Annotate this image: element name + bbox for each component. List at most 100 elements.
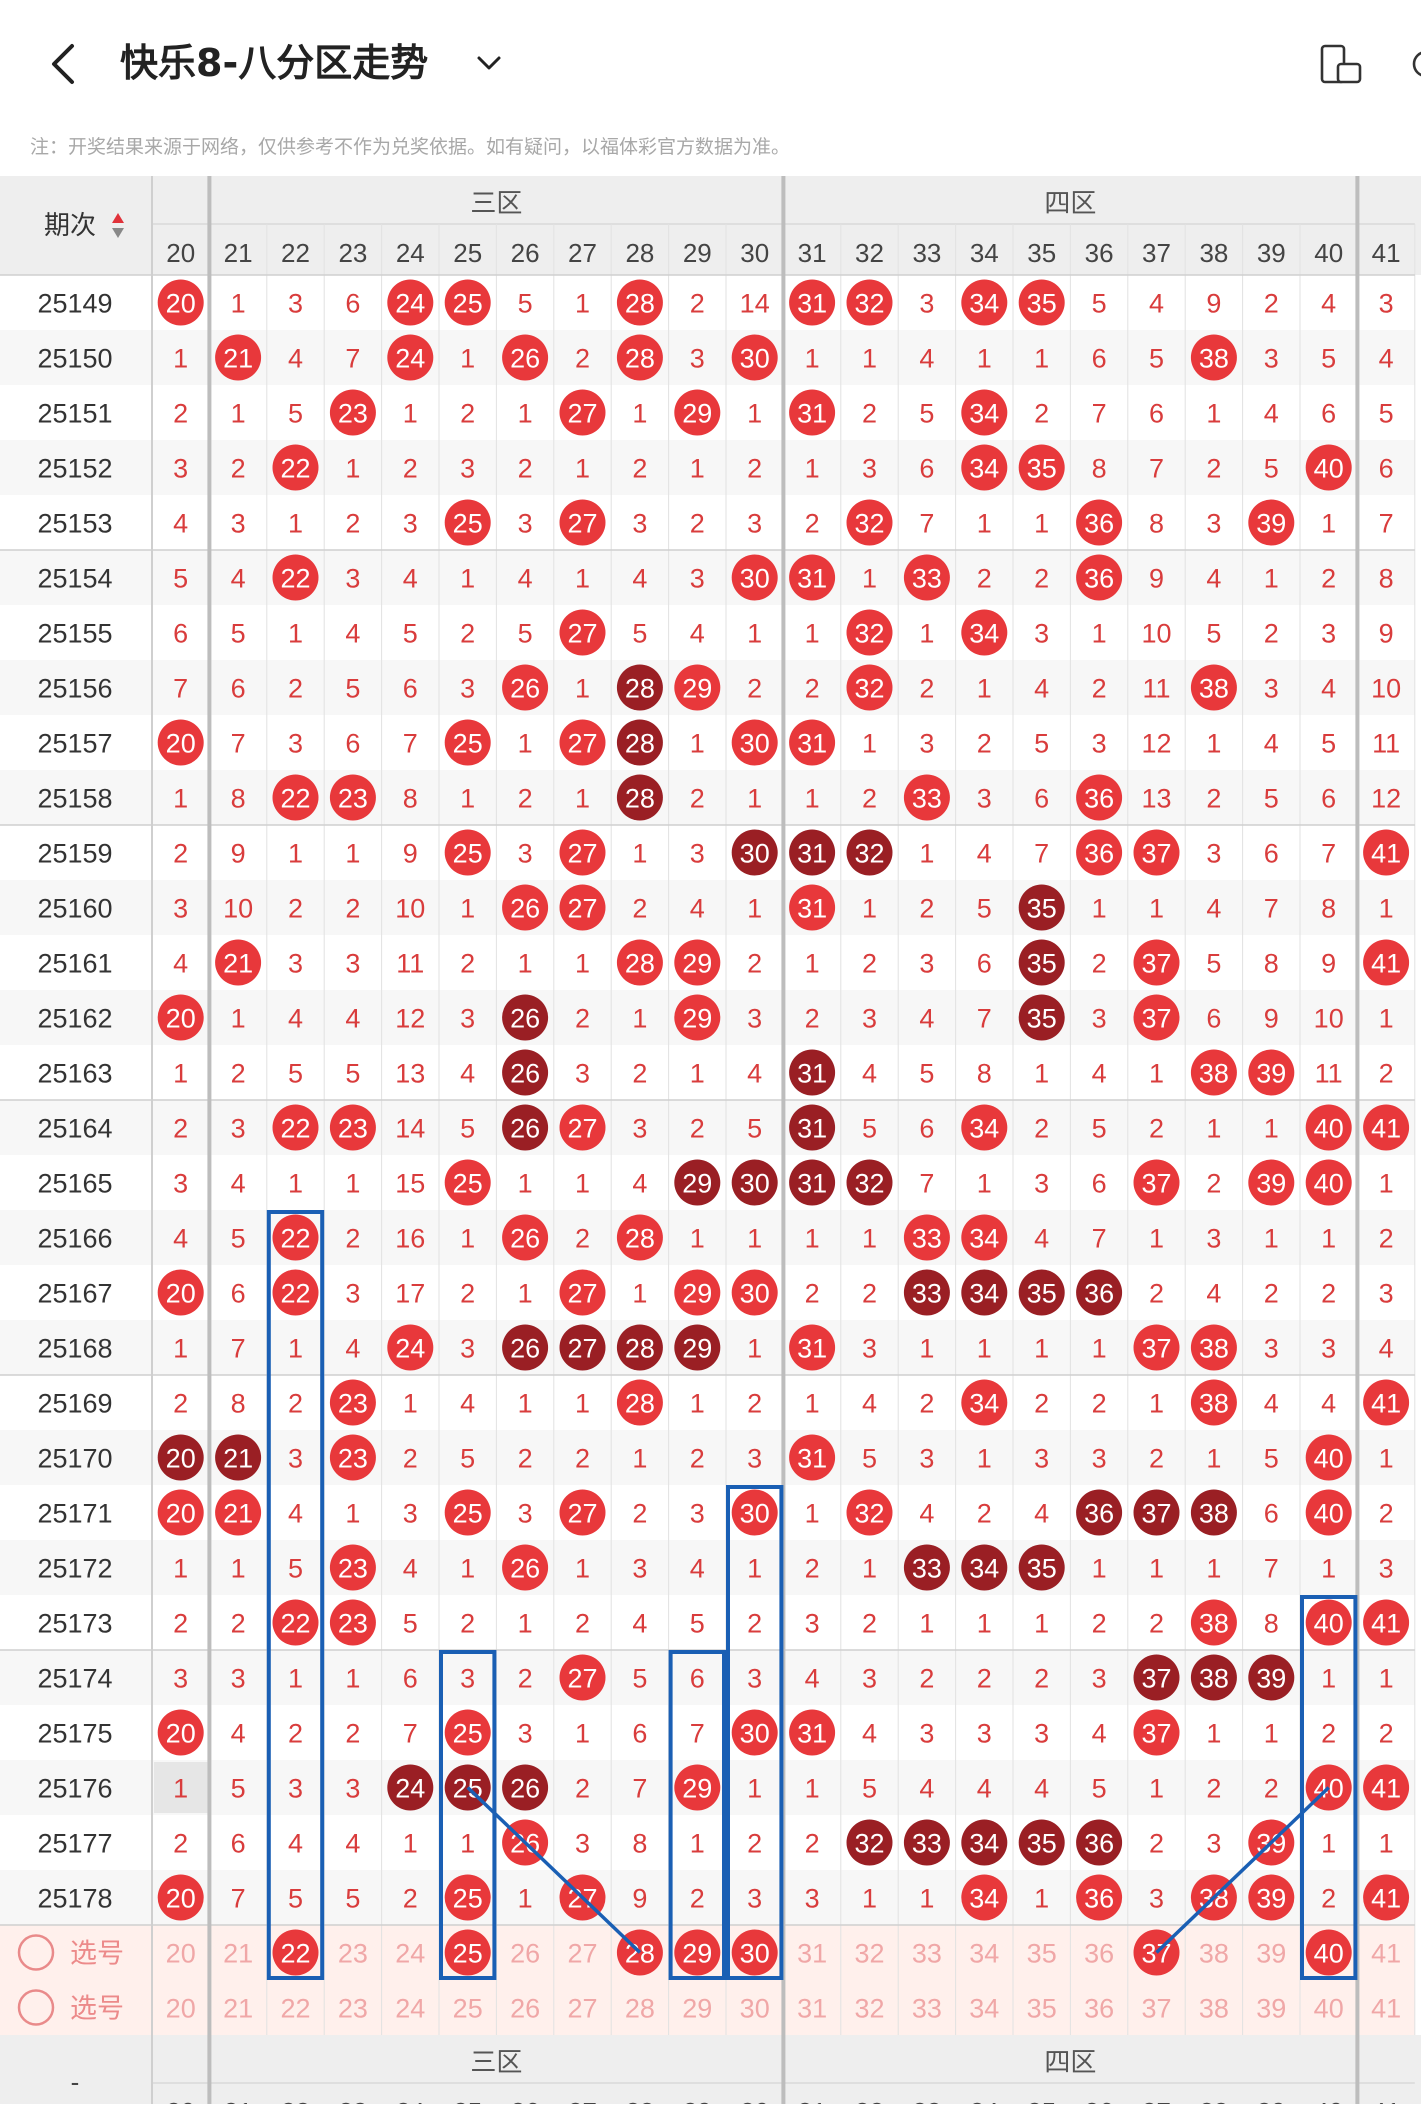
drawn-ball <box>1133 1489 1180 1536</box>
drawn-ball <box>1248 1049 1295 1096</box>
pick-radio[interactable] <box>17 1989 55 2026</box>
pick-number[interactable]: 20 <box>166 1994 196 2024</box>
pick-number[interactable]: 32 <box>854 1994 884 2024</box>
pick-number[interactable]: 21 <box>223 1994 253 2024</box>
pick-number[interactable]: 39 <box>1256 1994 1286 2024</box>
drawn-ball-number: 38 <box>1199 1389 1229 1419</box>
miss-count: 6 <box>231 674 246 704</box>
miss-count: 1 <box>977 1609 992 1639</box>
miss-count: 3 <box>632 1554 647 1584</box>
selected-ball[interactable] <box>272 1929 319 1976</box>
row-stripe <box>0 880 1415 935</box>
pick-radio[interactable] <box>17 1934 55 1971</box>
pick-number[interactable]: 32 <box>854 1939 884 1969</box>
pick-number[interactable]: 33 <box>912 1994 942 2024</box>
selected-ball[interactable] <box>731 1929 778 1976</box>
page-title[interactable]: 快乐8-八分区走势 <box>120 41 429 85</box>
drawn-ball <box>1018 1269 1065 1316</box>
miss-count: 4 <box>862 1059 877 1089</box>
pick-row-label[interactable]: 选号 <box>70 1994 124 2024</box>
miss-count: 1 <box>805 454 820 484</box>
miss-count: 2 <box>1149 1279 1164 1309</box>
miss-count: 2 <box>173 1114 188 1144</box>
pick-number[interactable]: 27 <box>567 1939 597 1969</box>
pick-number[interactable]: 23 <box>338 1994 368 2024</box>
pick-number[interactable]: 35 <box>1027 1994 1057 2024</box>
pick-number[interactable]: 38 <box>1199 1994 1229 2024</box>
rotate-screen-icon[interactable] <box>1318 44 1364 84</box>
pick-number[interactable]: 27 <box>567 1994 597 2024</box>
selected-ball[interactable] <box>1305 1929 1352 1976</box>
pick-number[interactable]: 34 <box>969 1939 999 1969</box>
miss-count: 1 <box>345 1664 360 1694</box>
miss-count: 3 <box>173 454 188 484</box>
selected-ball[interactable] <box>444 1929 491 1976</box>
pick-number[interactable]: 24 <box>395 1994 425 2024</box>
pick-number[interactable]: 41 <box>1371 1994 1401 2024</box>
period-cell: 25165 <box>37 1169 112 1199</box>
pick-number[interactable]: 23 <box>338 1939 368 1969</box>
selected-ball-number[interactable]: 22 <box>280 1939 310 1969</box>
pick-number[interactable]: 36 <box>1084 1939 1114 1969</box>
sort-up-icon[interactable] <box>112 213 124 223</box>
period-cell: 25155 <box>37 619 112 649</box>
miss-count: 2 <box>1092 1389 1107 1419</box>
miss-count: 5 <box>1092 1774 1107 1804</box>
pick-number[interactable]: 37 <box>1141 1994 1171 2024</box>
miss-count: 1 <box>345 1169 360 1199</box>
selected-ball-number[interactable]: 30 <box>740 1939 770 1969</box>
pick-number[interactable]: 21 <box>223 1939 253 1969</box>
miss-count: 2 <box>977 564 992 594</box>
miss-count: 5 <box>345 1884 360 1914</box>
pick-number[interactable]: 40 <box>1314 1994 1344 2024</box>
zone-label: 四区 <box>1044 188 1096 218</box>
miss-count: 3 <box>690 839 705 869</box>
pick-number[interactable]: 39 <box>1256 1939 1286 1969</box>
pick-number[interactable]: 31 <box>797 1994 827 2024</box>
trend-table: 期次 三区 四区 20 21 22 23 24 25 26 27 28 29 30 31 32 33 34 35 36… <box>0 176 1421 2104</box>
miss-count: 5 <box>1321 344 1336 374</box>
selected-ball[interactable] <box>674 1929 721 1976</box>
drawn-ball <box>731 554 778 601</box>
pick-row-label[interactable]: 选号 <box>70 1939 124 1969</box>
miss-count: 3 <box>1092 1664 1107 1694</box>
sort-down-icon[interactable] <box>112 228 124 238</box>
pick-number[interactable]: 25 <box>453 1994 483 2024</box>
pick-number[interactable]: 26 <box>510 1994 540 2024</box>
pick-number[interactable]: 30 <box>740 1994 770 2024</box>
drawn-ball <box>272 1104 319 1151</box>
pick-number[interactable]: 38 <box>1199 1939 1229 1969</box>
miss-count: 1 <box>690 1829 705 1859</box>
period-cell: 25177 <box>37 1829 112 1859</box>
selected-ball-number[interactable]: 25 <box>453 1939 483 1969</box>
pick-number[interactable]: 22 <box>280 1994 310 2024</box>
more-icon[interactable] <box>1410 48 1421 80</box>
pick-number[interactable]: 28 <box>625 1994 655 2024</box>
chevron-down-icon[interactable] <box>474 48 504 78</box>
miss-count: 10 <box>1371 674 1401 704</box>
pick-number[interactable]: 24 <box>395 1939 425 1969</box>
selected-ball-number[interactable]: 29 <box>682 1939 712 1969</box>
pick-number[interactable]: 26 <box>510 1939 540 1969</box>
drawn-ball-number: 32 <box>854 674 884 704</box>
miss-count: 4 <box>977 839 992 869</box>
pick-number[interactable]: 29 <box>682 1994 712 2024</box>
period-cell: 25166 <box>37 1224 112 1254</box>
pick-number[interactable]: 35 <box>1027 1939 1057 1969</box>
miss-count: 3 <box>805 1609 820 1639</box>
drawn-ball <box>674 1324 721 1371</box>
miss-count: 4 <box>632 1609 647 1639</box>
back-icon[interactable] <box>44 40 84 88</box>
pick-number[interactable]: 34 <box>969 1994 999 2024</box>
drawn-ball <box>502 884 549 931</box>
miss-count: 2 <box>1149 1114 1164 1144</box>
pick-number[interactable]: 41 <box>1371 1939 1401 1969</box>
miss-count: 3 <box>460 1334 475 1364</box>
pick-number[interactable]: 20 <box>166 1939 196 1969</box>
pick-number[interactable]: 33 <box>912 1939 942 1969</box>
miss-count: 1 <box>460 1224 475 1254</box>
selected-ball-number[interactable]: 40 <box>1314 1939 1344 1969</box>
pick-number[interactable]: 36 <box>1084 1994 1114 2024</box>
pick-number[interactable]: 31 <box>797 1939 827 1969</box>
drawn-ball-number: 31 <box>797 729 827 759</box>
